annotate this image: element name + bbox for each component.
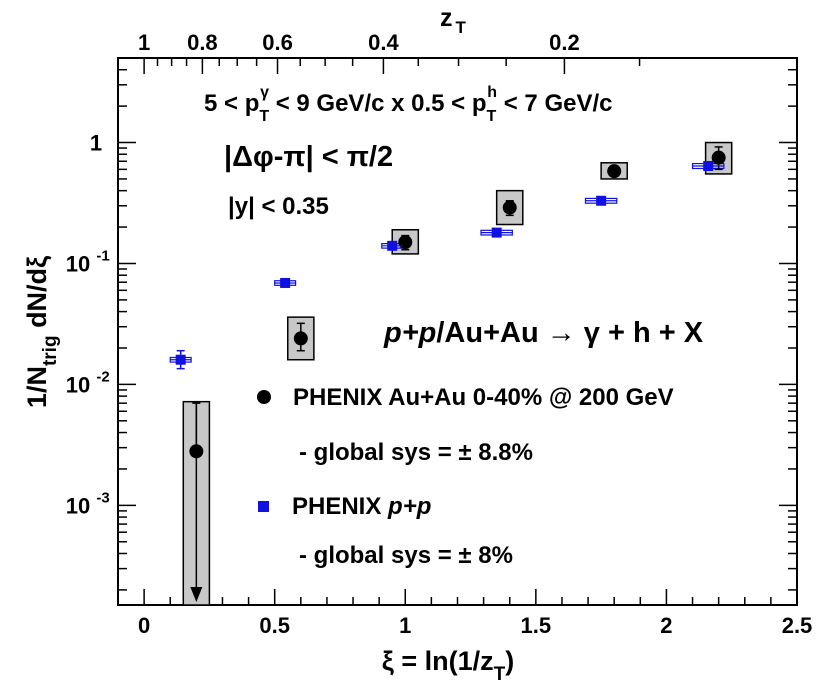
y-tick-label: 1 — [90, 131, 102, 156]
data-point-pp — [280, 277, 291, 288]
legend-marker-auau — [257, 390, 271, 404]
legend-sys-pp: - global sys = ± 8% — [299, 542, 513, 569]
y-tick-label: 10 — [66, 372, 90, 397]
legend-sys-auau: - global sys = ± 8.8% — [299, 439, 533, 466]
x-tick-label: 2 — [660, 613, 672, 638]
x2-tick-label: 0.2 — [549, 30, 580, 55]
y-axis-title: 1/Ntrig dN/dξ — [22, 255, 61, 408]
data-point-auau — [502, 200, 517, 215]
x-tick-label: 0.5 — [259, 613, 290, 638]
data-point-pp — [491, 227, 502, 238]
axis-ticks: 0 0.5 1 1.5 2 2.5 1 0.8 0.6 0.4 0.2 10 -3 10 -2 10 -1 1 — [66, 30, 813, 638]
data-point-pp — [387, 240, 398, 251]
dphi-cut-label: |Δφ-π| < π/2 — [224, 141, 393, 173]
x-tick-label: 1 — [399, 613, 411, 638]
legend-label-pp: PHENIX p+p — [292, 493, 431, 520]
data-point-auau — [398, 235, 413, 250]
reaction-label: p+p/Au+Au → γ + h + X — [383, 317, 704, 349]
legend-label-auau: PHENIX Au+Au 0-40% @ 200 GeV — [293, 384, 674, 411]
x-tick-label: 0 — [138, 613, 150, 638]
y-tick-exponent: -1 — [96, 247, 109, 264]
legend-marker-pp — [258, 501, 269, 512]
data-point-pp — [175, 354, 186, 365]
data-point-pp — [596, 195, 607, 206]
x-axis-title: ξ = ln(1/zT) — [382, 646, 514, 685]
data-point-auau — [293, 331, 308, 346]
y-tick-exponent: -3 — [96, 489, 109, 506]
rapidity-cut-label: |y| < 0.35 — [228, 193, 329, 220]
y-tick-label: 10 — [66, 493, 90, 518]
upper-limit-arrow — [190, 587, 203, 602]
x2-tick-label: 1 — [138, 30, 150, 55]
kinematics-label: 5 < pTγ < 9 GeV/c x 0.5 < pTh < 7 GeV/c — [204, 84, 612, 125]
data-point-auau — [607, 164, 622, 179]
x-tick-label: 2.5 — [782, 613, 813, 638]
x-tick-label: 1.5 — [521, 613, 552, 638]
x2-tick-label: 0.4 — [368, 30, 399, 55]
data-point-auau — [711, 150, 726, 165]
data-markers — [170, 146, 726, 602]
x2-tick-label: 0.6 — [262, 30, 293, 55]
y-tick-exponent: -2 — [96, 368, 109, 385]
x2-tick-label: 0.8 — [187, 30, 218, 55]
data-point-pp — [703, 160, 714, 171]
data-point-auau — [189, 444, 204, 459]
y-tick-label: 10 — [66, 251, 90, 276]
